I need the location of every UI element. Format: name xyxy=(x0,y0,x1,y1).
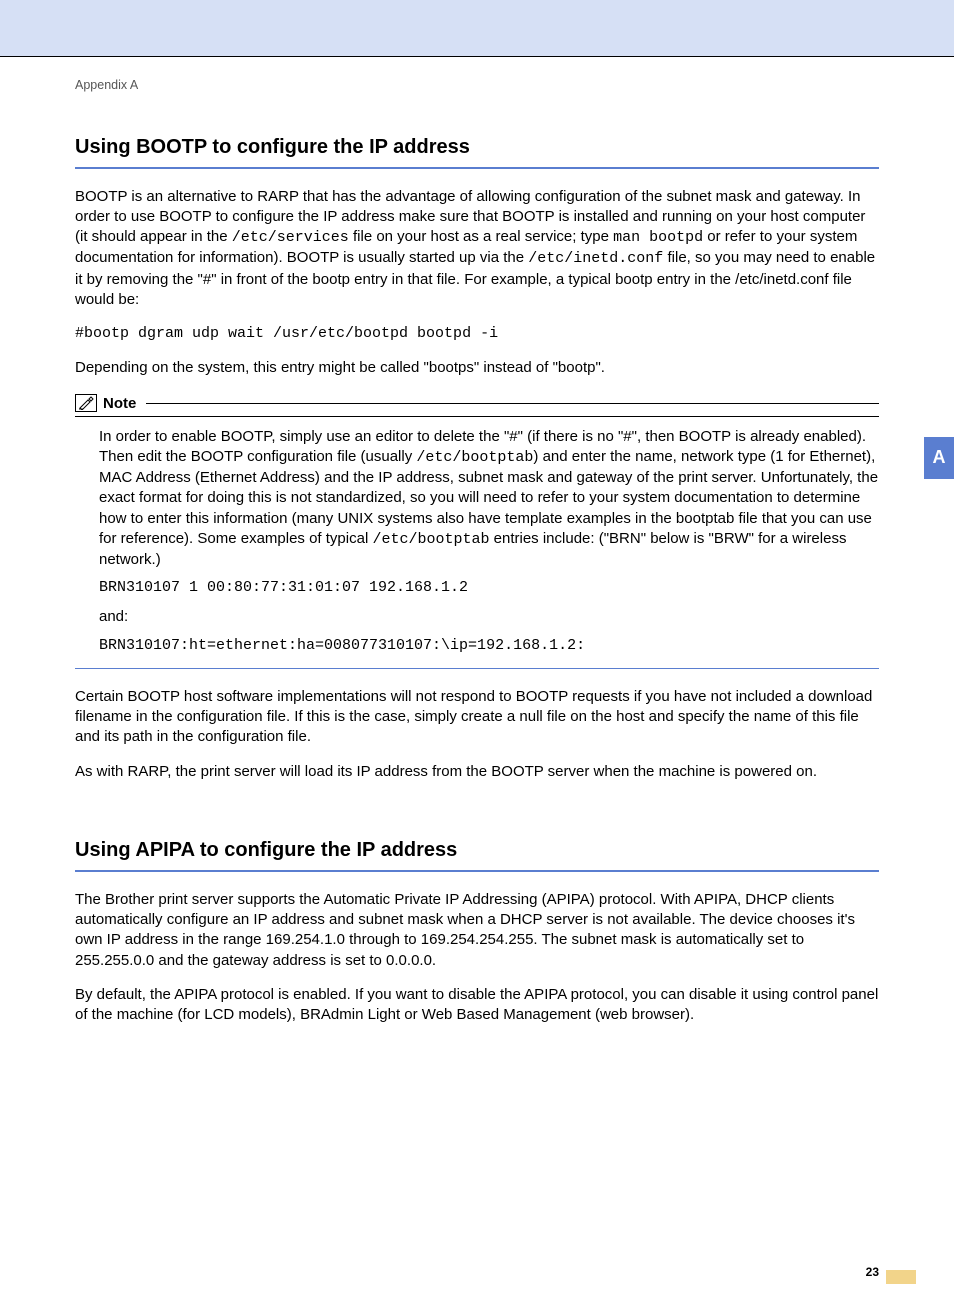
note-code1: BRN310107 1 00:80:77:31:01:07 192.168.1.… xyxy=(99,578,879,598)
page-number-tab xyxy=(886,1270,916,1284)
note-code2: BRN310107:ht=ethernet:ha=008077310107:\i… xyxy=(99,635,879,656)
section1-rule xyxy=(75,167,879,169)
note-header: Note xyxy=(75,393,879,414)
section1-para3: Certain BOOTP host software implementati… xyxy=(75,687,879,748)
section1-para2: Depending on the system, this entry migh… xyxy=(75,358,879,378)
note-and: and: xyxy=(99,607,879,627)
note-para1: In order to enable BOOTP, simply use an … xyxy=(99,427,879,571)
section2-title: Using APIPA to configure the IP address xyxy=(75,836,879,864)
text: file on your host as a real service; typ… xyxy=(349,228,613,245)
section1-title: Using BOOTP to configure the IP address xyxy=(75,133,879,161)
page-number: 23 xyxy=(866,1264,879,1281)
page-content: Appendix A Using BOOTP to configure the … xyxy=(0,57,954,1299)
note-header-line xyxy=(146,403,879,404)
inline-code: /etc/services xyxy=(232,229,349,246)
note-box: Note In order to enable BOOTP, simply us… xyxy=(75,393,879,669)
inline-code: /etc/bootptab xyxy=(416,449,533,466)
inline-code: /etc/bootptab xyxy=(372,531,489,548)
note-body: In order to enable BOOTP, simply use an … xyxy=(75,416,879,669)
appendix-side-tab: A xyxy=(924,437,954,479)
section1-para4: As with RARP, the print server will load… xyxy=(75,762,879,782)
inline-code: /etc/inetd.conf xyxy=(528,250,663,267)
inline-code: man bootpd xyxy=(613,229,703,246)
note-icon xyxy=(75,394,97,412)
note-label: Note xyxy=(103,393,136,414)
section1-codeblock1: #bootp dgram udp wait /usr/etc/bootpd bo… xyxy=(75,324,879,344)
section1-para1: BOOTP is an alternative to RARP that has… xyxy=(75,187,879,311)
section2-rule xyxy=(75,870,879,872)
top-banner xyxy=(0,0,954,56)
section2-para2: By default, the APIPA protocol is enable… xyxy=(75,985,879,1026)
section2-para1: The Brother print server supports the Au… xyxy=(75,890,879,971)
breadcrumb: Appendix A xyxy=(75,77,879,95)
side-tab-letter: A xyxy=(933,445,946,470)
